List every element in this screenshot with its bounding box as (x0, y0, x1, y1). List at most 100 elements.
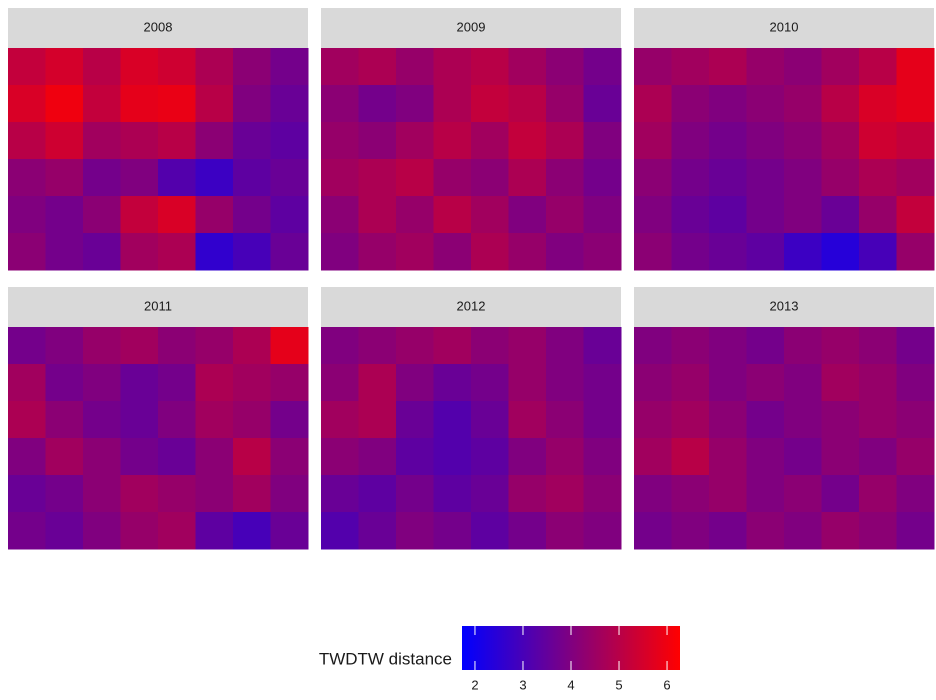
cell (120, 48, 159, 86)
cell (158, 401, 196, 439)
cell (546, 159, 584, 197)
cell (471, 85, 509, 123)
cell (396, 48, 434, 86)
strip (8, 8, 308, 48)
cell (821, 122, 860, 160)
cell (195, 327, 234, 365)
cell (784, 475, 822, 513)
cell (671, 159, 710, 197)
cell (83, 475, 121, 513)
cell (120, 475, 159, 513)
cell (583, 159, 622, 197)
cell (233, 159, 271, 197)
cell (45, 48, 84, 86)
cell (45, 512, 84, 550)
cell (321, 401, 359, 439)
cell (233, 475, 271, 513)
cell (358, 122, 397, 160)
cell (358, 512, 397, 550)
cell (45, 196, 84, 234)
cell (321, 233, 359, 271)
cell (634, 401, 672, 439)
cell (709, 364, 747, 402)
cell (784, 48, 822, 86)
cell (433, 122, 472, 160)
cell (471, 159, 509, 197)
cell (8, 327, 46, 365)
cell (270, 327, 309, 365)
cell (396, 233, 434, 271)
cell (546, 122, 584, 160)
cell (546, 364, 584, 402)
cell (233, 512, 271, 550)
cell (896, 48, 935, 86)
cell (358, 48, 397, 86)
cell (859, 475, 897, 513)
cell (471, 438, 509, 476)
cell (546, 196, 584, 234)
cell (546, 512, 584, 550)
cell (634, 85, 672, 123)
cell (583, 327, 622, 365)
cell (83, 48, 121, 86)
cell (396, 196, 434, 234)
cell (358, 327, 397, 365)
cell (158, 475, 196, 513)
cell (8, 512, 46, 550)
cell (270, 475, 309, 513)
cell (45, 475, 84, 513)
cell (634, 196, 672, 234)
cell (896, 364, 935, 402)
legend-tick-label: 5 (615, 677, 622, 692)
cell (83, 122, 121, 160)
cell (45, 438, 84, 476)
cell (8, 85, 46, 123)
cell (45, 122, 84, 160)
cell (321, 48, 359, 86)
cell (709, 438, 747, 476)
cell (120, 196, 159, 234)
cell (634, 364, 672, 402)
cell (896, 122, 935, 160)
cell (158, 233, 196, 271)
cell (120, 159, 159, 197)
cell (784, 159, 822, 197)
cell (195, 233, 234, 271)
cell (8, 364, 46, 402)
cell (8, 48, 46, 86)
cell (746, 233, 785, 271)
cell (671, 327, 710, 365)
cell (746, 48, 785, 86)
cell (671, 438, 710, 476)
cell (270, 233, 309, 271)
cell (709, 85, 747, 123)
cell (784, 327, 822, 365)
cell (784, 401, 822, 439)
panel-title: 2011 (144, 298, 172, 313)
cell (508, 438, 547, 476)
cell (8, 233, 46, 271)
cell (158, 512, 196, 550)
cell (358, 401, 397, 439)
cell (45, 364, 84, 402)
cell (358, 233, 397, 271)
cell (709, 122, 747, 160)
cell (508, 327, 547, 365)
cell (158, 159, 196, 197)
strip (321, 287, 621, 327)
cell (709, 327, 747, 365)
cell (583, 438, 622, 476)
cell (120, 233, 159, 271)
cell (120, 512, 159, 550)
cell (709, 196, 747, 234)
cell (821, 364, 860, 402)
cell (195, 122, 234, 160)
cell (634, 438, 672, 476)
cell (821, 48, 860, 86)
cell (859, 327, 897, 365)
cell (83, 512, 121, 550)
cell (746, 85, 785, 123)
cell (83, 401, 121, 439)
cell (546, 48, 584, 86)
cell (8, 438, 46, 476)
